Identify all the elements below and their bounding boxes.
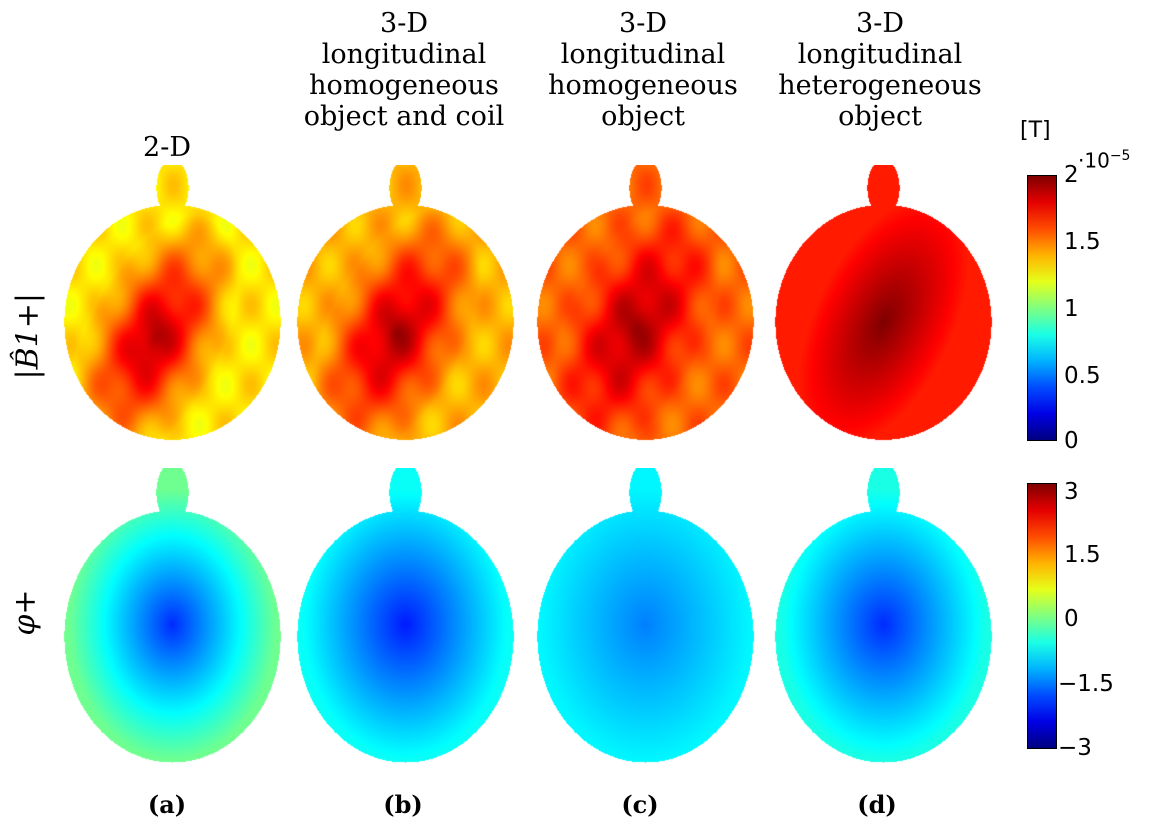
- colorbar-unit: [T]: [1020, 118, 1051, 143]
- column-title-c: 3-D longitudinal homogeneous object: [548, 8, 738, 132]
- colorbar-phase-tick-3: 3: [1064, 479, 1079, 505]
- row-label-phase: φ+: [7, 589, 43, 636]
- heatmap-phase-c: [530, 468, 760, 768]
- colorbar-phase-tick-1.5: 1.5: [1064, 542, 1101, 568]
- colorbar-exponent: ·10−5: [1078, 148, 1131, 173]
- colorbar-phase: [1027, 483, 1057, 749]
- colorbar-phase-tick-0: 0: [1064, 606, 1079, 632]
- heatmap-phase-a: [57, 468, 287, 768]
- panel-label-c: (c): [621, 790, 659, 819]
- heatmap-b1-a: [57, 165, 287, 445]
- panel-label-d: (d): [857, 790, 897, 819]
- colorbar-magnitude-tick-2: 2: [1064, 162, 1079, 188]
- heatmap-b1-c: [530, 165, 760, 445]
- column-title-b: 3-D longitudinal homogeneous object and …: [303, 8, 505, 132]
- colorbar-magnitude-tick-0: 0: [1064, 428, 1079, 454]
- panel-label-a: (a): [147, 790, 187, 819]
- column-title-d: 3-D longitudinal heterogeneous object: [778, 8, 982, 132]
- panel-label-b: (b): [383, 790, 423, 819]
- column-title-a: 2-D: [143, 132, 191, 163]
- colorbar-magnitude-tick-1.5: 1.5: [1064, 229, 1101, 255]
- colorbar-phase-tick-neg1.5: −1.5: [1058, 671, 1114, 697]
- heatmap-b1-d: [768, 165, 998, 445]
- heatmap-phase-d: [768, 468, 998, 768]
- heatmap-b1-b: [290, 165, 520, 445]
- colorbar-magnitude-tick-1: 1: [1064, 296, 1079, 322]
- colorbar-magnitude: [1027, 175, 1057, 441]
- colorbar-magnitude-tick-0.5: 0.5: [1064, 363, 1101, 389]
- colorbar-phase-tick-neg3: −3: [1058, 735, 1092, 761]
- row-label-b1-magnitude: |B̂1+|: [10, 293, 46, 380]
- heatmap-phase-b: [290, 468, 520, 768]
